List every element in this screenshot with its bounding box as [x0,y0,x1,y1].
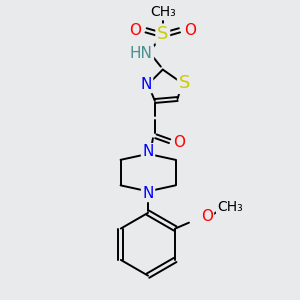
Text: HN: HN [130,46,153,62]
Text: CH₃: CH₃ [217,200,243,214]
Text: N: N [140,77,152,92]
Text: O: O [201,209,213,224]
Text: S: S [179,74,190,92]
Text: N: N [142,186,154,201]
Text: N: N [142,145,154,160]
Text: O: O [173,135,185,150]
Text: CH₃: CH₃ [150,5,176,19]
Text: O: O [129,23,141,38]
Text: O: O [184,23,196,38]
Text: S: S [157,25,168,43]
